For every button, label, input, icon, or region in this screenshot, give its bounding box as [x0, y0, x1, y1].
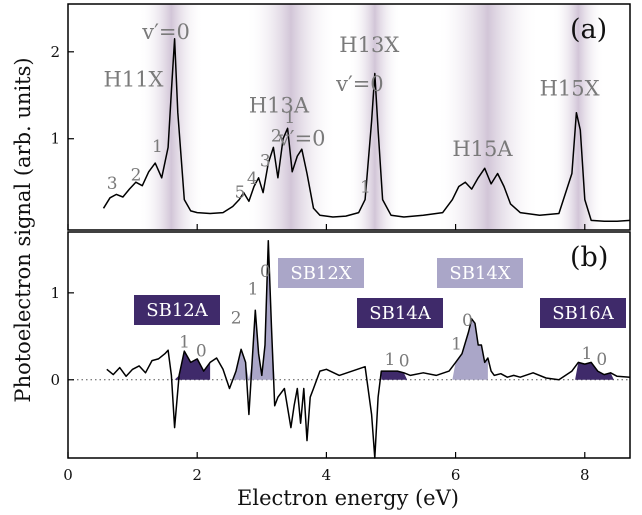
background-band [552, 4, 605, 230]
peak-annotation: 3 [107, 174, 118, 194]
filled-region-sb14a [381, 371, 408, 380]
x-tick-label: 8 [580, 466, 590, 484]
peak-annotation: 5 [235, 183, 246, 203]
x-axis-title: Electron energy (eV) [237, 486, 459, 510]
x-tick-label: 6 [451, 466, 461, 484]
peak-annotation: 1 [451, 334, 462, 354]
sideband-badge-sb16a: SB16A [540, 298, 626, 328]
filled-region-sb16a [575, 362, 614, 380]
peak-annotation: 4 [247, 169, 258, 189]
peak-annotation: 1 [385, 350, 396, 370]
x-tick-label: 0 [63, 466, 73, 484]
background-band [139, 4, 204, 230]
peak-annotation: 1 [248, 280, 259, 300]
peak-annotation: 3 [260, 152, 271, 172]
peak-annotation: 0 [596, 350, 607, 370]
peak-annotation: 1 [152, 137, 163, 157]
sideband-badge-sb14x: SB14X [437, 258, 523, 288]
sideband-badge-sb12x: SB12X [278, 258, 364, 288]
peak-annotation: 1 [284, 108, 295, 128]
peak-annotation: H15A [452, 137, 513, 161]
peak-annotation: 0 [399, 352, 410, 372]
peak-annotation: 2 [271, 126, 282, 146]
svg-text:SB14A: SB14A [369, 303, 431, 324]
sideband-badge-sb14a: SB14A [357, 298, 443, 328]
peak-annotation: 1 [360, 178, 371, 198]
svg-text:SB12X: SB12X [290, 263, 351, 284]
peak-annotation: H11X [104, 68, 164, 92]
background-band [245, 4, 337, 230]
peak-annotation: 0 [462, 311, 473, 331]
series-line [102, 38, 631, 223]
y-tick-label: 2 [50, 43, 60, 61]
panel-label: (b) [570, 242, 608, 273]
y-tick-label: 1 [50, 284, 60, 302]
background-band [436, 4, 540, 230]
x-tick-label: 4 [322, 466, 332, 484]
svg-text:SB16A: SB16A [552, 303, 614, 324]
series-line [106, 239, 631, 459]
peak-annotation: 0 [260, 262, 271, 282]
svg-text:SB12A: SB12A [146, 300, 208, 321]
y-tick-label: 0 [50, 371, 60, 389]
peak-annotation: 1 [582, 344, 593, 364]
y-tick-label: 1 [50, 130, 60, 148]
background-band [349, 4, 401, 230]
peak-annotation: 0 [196, 341, 207, 361]
peak-annotation: 2 [231, 308, 242, 328]
peak-annotation: 1 [179, 333, 190, 353]
peak-annotation: H13A [249, 94, 310, 118]
x-tick-label: 2 [192, 466, 202, 484]
plot-frame [67, 3, 631, 231]
peak-annotation: v′=0 [335, 72, 384, 96]
peak-annotation: 2 [131, 165, 142, 185]
peak-annotation: H13X [339, 33, 399, 57]
peak-annotation: v′=0 [141, 20, 190, 44]
filled-region-sb14x [452, 318, 488, 380]
y-axis-title: Photoelectron signal (arb. units) [11, 57, 35, 402]
plot-frame [67, 231, 631, 459]
peak-annotation: H15X [540, 76, 600, 100]
panel-a: 12(a)H11XH13AH13XH15AH15Xv′=0v′=0v′=0123… [50, 3, 631, 231]
svg-text:SB14X: SB14X [449, 263, 510, 284]
panel-label: (a) [570, 14, 607, 45]
peak-annotation: v′=0 [277, 127, 326, 151]
sideband-badge-sb12a: SB12A [134, 295, 220, 325]
